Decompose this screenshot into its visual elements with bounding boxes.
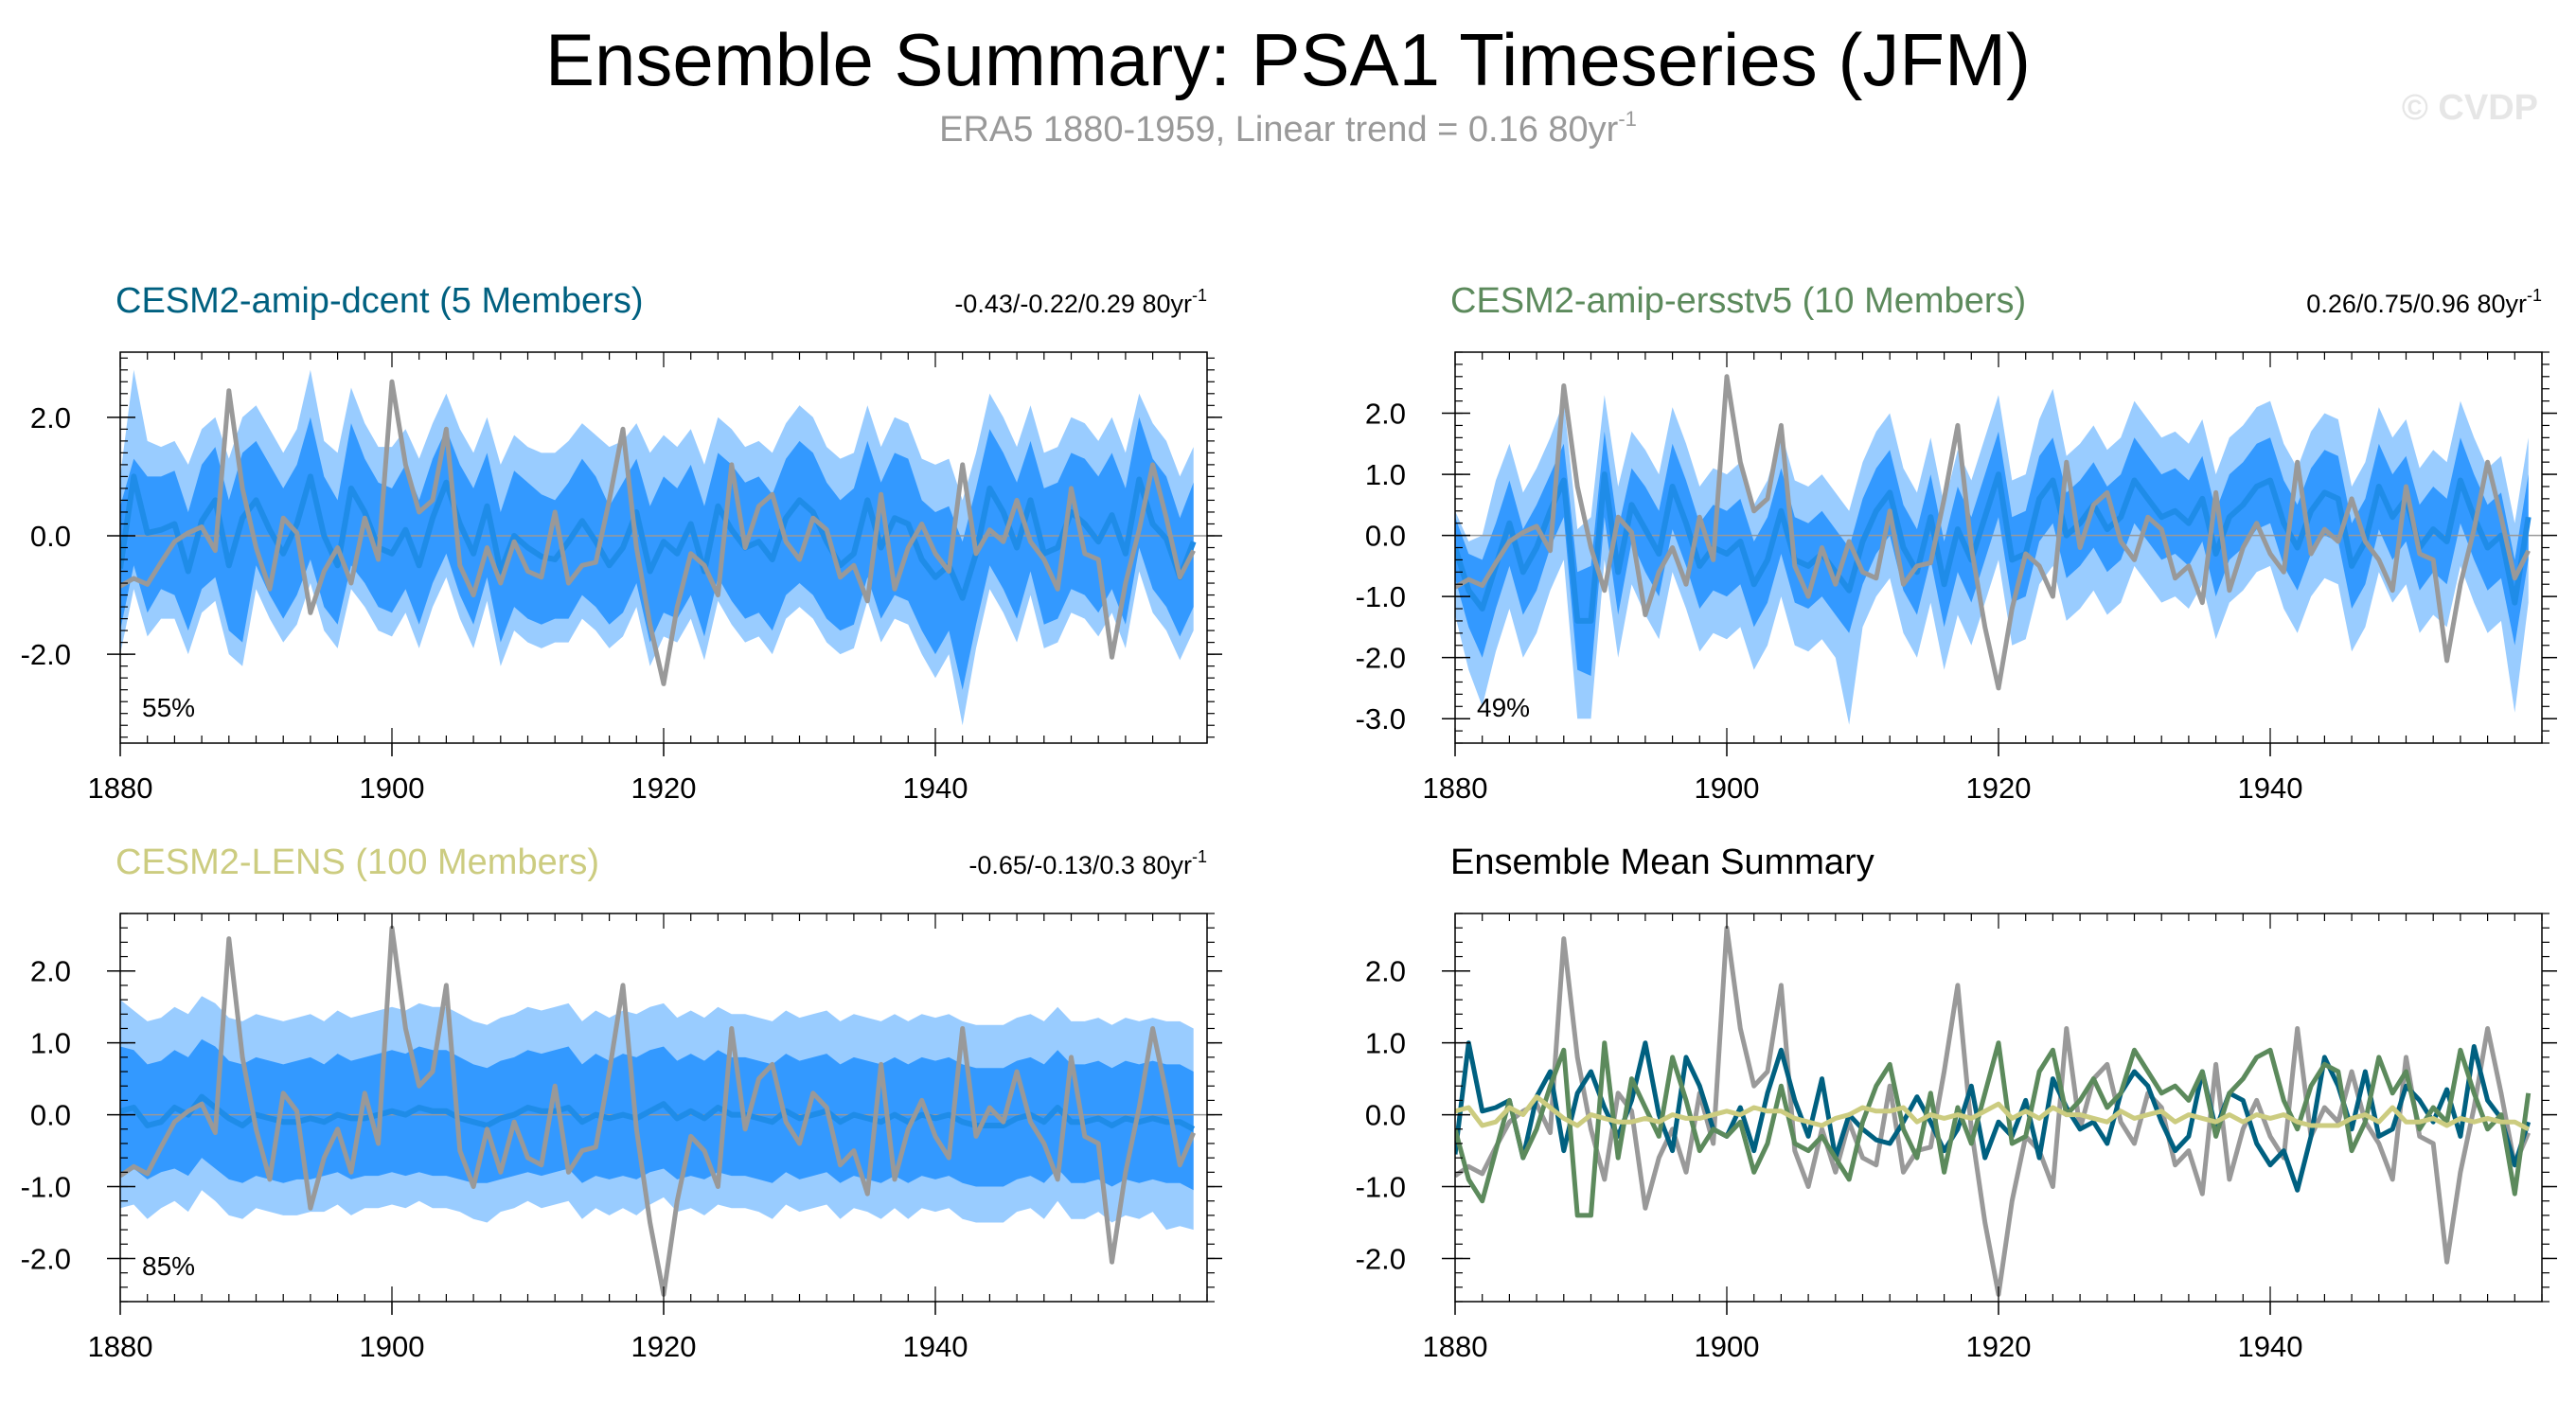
x-tick-label: 1880 [1423, 771, 1488, 805]
y-tick-label: -2.0 [1356, 1242, 1406, 1275]
panel-title: CESM2-LENS (100 Members) [115, 842, 599, 882]
observed-line [1455, 925, 2532, 1297]
subtitle-main: ERA5 1880-1959, Linear trend = 0.16 80yr [939, 110, 1619, 150]
x-tick-label: 1920 [1966, 1330, 2032, 1363]
x-tick-label: 1920 [631, 1330, 697, 1363]
figure-title: Ensemble Summary: PSA1 Timeseries (JFM) [544, 18, 2032, 101]
x-tick-label: 1940 [903, 771, 968, 805]
panel-data [120, 925, 1207, 1297]
panel-data [1455, 374, 2542, 725]
x-tick-label: 1900 [360, 1330, 425, 1363]
observed-line [120, 925, 1197, 1297]
y-tick-label: -2.0 [21, 1242, 71, 1275]
x-tick-label: 1900 [360, 771, 425, 805]
panel-cesm2-lens: 1880 1900 1920 1940 -2.0 -1.0 0.0 1.0 2.0 CESM2-L… [21, 842, 1222, 1363]
subtitle-exponent: -1 [1618, 107, 1637, 131]
observed-line [1455, 374, 2531, 691]
panel-title: Ensemble Mean Summary [1450, 842, 1874, 882]
x-tick-label: 1880 [88, 1330, 153, 1363]
inner-spread-band [1455, 431, 2529, 676]
series-line-lens [1455, 1094, 2530, 1132]
y-tick-label: -3.0 [1356, 702, 1406, 736]
x-tick-label: 1940 [903, 1330, 968, 1363]
panel-data [120, 369, 1207, 726]
y-tick-label: 0.0 [30, 520, 71, 553]
trend-exponent: -1 [2527, 286, 2542, 305]
trend-values: 0.26/0.75/0.96 80yr [2306, 290, 2527, 318]
percent-label: 85% [142, 1251, 195, 1281]
trend-exponent: -1 [1192, 847, 1207, 866]
y-tick-label: -1.0 [21, 1171, 71, 1204]
y-tick-label: 0.0 [1365, 520, 1406, 553]
trend-text: -0.65/-0.13/0.3 80yr-1 [968, 847, 1207, 879]
trend-exponent: -1 [1192, 286, 1207, 305]
y-tick-label: 2.0 [30, 955, 71, 988]
trend-values: -0.43/-0.22/0.29 80yr [954, 290, 1192, 318]
y-tick-label: 0.0 [1365, 1099, 1406, 1132]
x-tick-label: 1940 [2238, 1330, 2303, 1363]
y-tick-label: -2.0 [1356, 642, 1406, 675]
panel-title: CESM2-amip-dcent (5 Members) [115, 281, 643, 321]
watermark: © CVDP [2401, 88, 2538, 128]
y-tick-label: 1.0 [1365, 458, 1406, 491]
observed-line [120, 379, 1196, 686]
y-tick-label: -2.0 [21, 638, 71, 671]
x-tick-label: 1900 [1695, 1330, 1760, 1363]
y-tick-label: 2.0 [1365, 955, 1406, 988]
y-tick-label: 2.0 [1365, 398, 1406, 431]
x-tick-label: 1940 [2238, 771, 2303, 805]
y-tick-label: 0.0 [30, 1099, 71, 1132]
trend-values: -0.65/-0.13/0.3 80yr [968, 851, 1192, 879]
y-tick-label: 1.0 [1365, 1027, 1406, 1060]
percent-label: 55% [142, 693, 195, 722]
ensemble-mean-line [1455, 471, 2532, 624]
x-tick-label: 1880 [88, 771, 153, 805]
y-tick-label: 1.0 [30, 1027, 71, 1060]
ensemble-mean-line [120, 473, 1197, 601]
x-tick-label: 1880 [1423, 1330, 1488, 1363]
trend-text: -0.43/-0.22/0.29 80yr-1 [954, 286, 1207, 318]
series-line-ersstv5 [1455, 1040, 2532, 1218]
panel-data [1455, 925, 2532, 1297]
panel-ensemble-mean-summary: 1880 1900 1920 1940 -2.0 -1.0 0.0 1.0 2.0 Ensembl… [1356, 842, 2557, 1363]
panel-cesm2-amip-ersstv5: 1880 1900 1920 1940 -3.0 -2.0 -1.0 0.0 1.0 2.0 CES… [1356, 281, 2557, 805]
y-tick-label: 2.0 [30, 401, 71, 434]
panel-title: CESM2-amip-ersstv5 (10 Members) [1450, 281, 2026, 321]
figure-subtitle: ERA5 1880-1959, Linear trend = 0.16 80yr… [0, 107, 2576, 151]
x-tick-label: 1920 [1966, 771, 2032, 805]
trend-text: 0.26/0.75/0.96 80yr-1 [2306, 286, 2542, 318]
percent-label: 49% [1477, 693, 1530, 722]
panel-cesm2-amip-dcent: 1880 1900 1920 1940 -2.0 0.0 2.0 CESM2-amip-dce… [21, 281, 1222, 805]
y-tick-label: -1.0 [1356, 1171, 1406, 1204]
x-tick-label: 1920 [631, 771, 697, 805]
x-tick-label: 1900 [1695, 771, 1760, 805]
y-tick-label: -1.0 [1356, 580, 1406, 613]
